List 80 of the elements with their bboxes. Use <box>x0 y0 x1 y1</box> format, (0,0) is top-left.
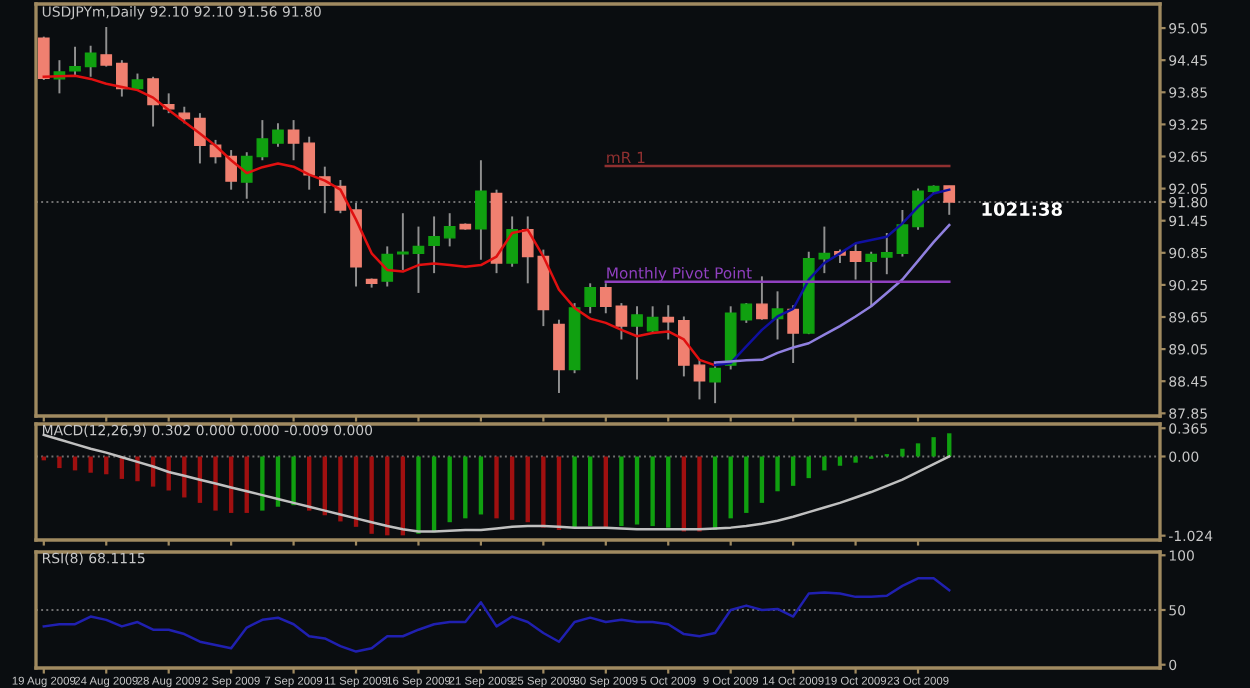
bar <box>931 437 936 457</box>
candlestick <box>272 122 284 148</box>
candlestick <box>69 45 81 78</box>
bar <box>57 456 62 469</box>
bar <box>104 456 109 475</box>
candlestick <box>693 358 706 401</box>
bar <box>900 448 905 457</box>
bar <box>915 443 921 457</box>
candlestick <box>553 318 565 394</box>
bar <box>634 456 640 525</box>
candlestick <box>709 362 721 405</box>
candlestick <box>880 232 893 276</box>
bar <box>260 456 265 511</box>
candlestick <box>194 112 206 165</box>
bar <box>619 456 624 527</box>
bar <box>463 456 468 519</box>
candlestick <box>287 119 300 162</box>
candlestick <box>100 26 113 68</box>
bar <box>447 456 452 523</box>
bar <box>541 456 546 528</box>
bar <box>509 456 515 520</box>
candlestick <box>678 315 690 378</box>
bar <box>572 456 577 529</box>
candlestick <box>240 151 253 200</box>
bar <box>697 456 702 532</box>
line-series <box>42 577 951 653</box>
bar <box>853 456 858 463</box>
bar <box>416 456 421 534</box>
candlestick <box>225 149 237 191</box>
candlestick <box>896 209 909 258</box>
bar <box>822 456 827 471</box>
bar <box>291 456 296 506</box>
candlestick <box>506 215 518 268</box>
bar <box>759 456 765 503</box>
candlestick <box>662 304 675 341</box>
bar <box>588 456 593 527</box>
candlestick <box>599 282 612 315</box>
line-series <box>42 433 951 533</box>
bar <box>88 456 93 473</box>
candlestick <box>84 44 97 78</box>
candlestick <box>646 305 659 335</box>
bar <box>790 456 796 486</box>
bar <box>666 456 671 528</box>
annotation: 1021:38 <box>982 202 1062 216</box>
candlestick <box>584 282 597 315</box>
bar <box>775 456 780 492</box>
candlestick <box>303 135 316 191</box>
bar <box>744 456 749 513</box>
bar <box>837 456 843 466</box>
bar <box>72 456 78 471</box>
candlestick <box>849 242 862 281</box>
bar <box>556 456 562 530</box>
candlestick <box>943 184 956 216</box>
candlestick <box>381 245 394 288</box>
bar <box>369 456 374 534</box>
bar <box>650 456 655 527</box>
bar <box>338 456 343 522</box>
bar <box>213 456 218 511</box>
bar <box>478 456 484 515</box>
candlestick <box>116 59 128 98</box>
line-series <box>713 223 951 364</box>
candlestick <box>428 215 440 275</box>
candlestick <box>865 250 878 308</box>
bar <box>806 456 811 479</box>
candlestick <box>615 302 628 341</box>
candlestick <box>397 212 409 271</box>
candlestick <box>256 119 269 162</box>
candlestick <box>912 187 924 231</box>
candlestick <box>756 275 768 321</box>
bar <box>603 456 608 528</box>
candlestick <box>631 305 643 381</box>
candlestick <box>475 159 487 261</box>
bar <box>525 456 530 523</box>
candlestick <box>412 225 425 294</box>
bar <box>728 456 733 519</box>
candlestick <box>147 75 159 128</box>
candlestick <box>443 212 456 248</box>
bar <box>494 456 499 519</box>
candlestick <box>37 35 50 81</box>
candlestick <box>787 304 799 364</box>
